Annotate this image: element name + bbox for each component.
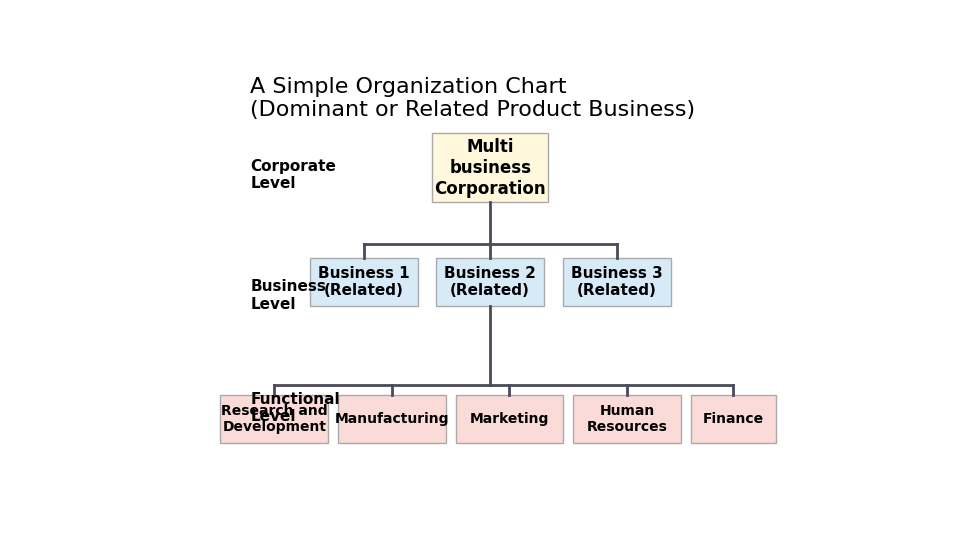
Text: Corporate
Level: Corporate Level — [251, 159, 336, 191]
FancyBboxPatch shape — [436, 258, 544, 306]
FancyBboxPatch shape — [563, 258, 670, 306]
Text: Functional
Level: Functional Level — [251, 392, 340, 424]
Text: Manufacturing: Manufacturing — [335, 412, 449, 426]
Text: Finance: Finance — [703, 412, 764, 426]
Text: A Simple Organization Chart
(Dominant or Related Product Business): A Simple Organization Chart (Dominant or… — [251, 77, 695, 120]
Text: Research and
Development: Research and Development — [221, 404, 327, 434]
Text: Multi
business
Corporation: Multi business Corporation — [434, 138, 546, 198]
Text: Business
Level: Business Level — [251, 279, 326, 312]
Text: Marketing: Marketing — [469, 412, 549, 426]
FancyBboxPatch shape — [432, 133, 548, 202]
Text: Business 1
(Related): Business 1 (Related) — [318, 266, 410, 298]
FancyBboxPatch shape — [456, 395, 564, 443]
FancyBboxPatch shape — [338, 395, 445, 443]
FancyBboxPatch shape — [310, 258, 418, 306]
Text: Business 3
(Related): Business 3 (Related) — [571, 266, 662, 298]
Text: Human
Resources: Human Resources — [587, 404, 667, 434]
FancyBboxPatch shape — [690, 395, 777, 443]
Text: Business 2
(Related): Business 2 (Related) — [444, 266, 536, 298]
FancyBboxPatch shape — [573, 395, 681, 443]
FancyBboxPatch shape — [221, 395, 328, 443]
